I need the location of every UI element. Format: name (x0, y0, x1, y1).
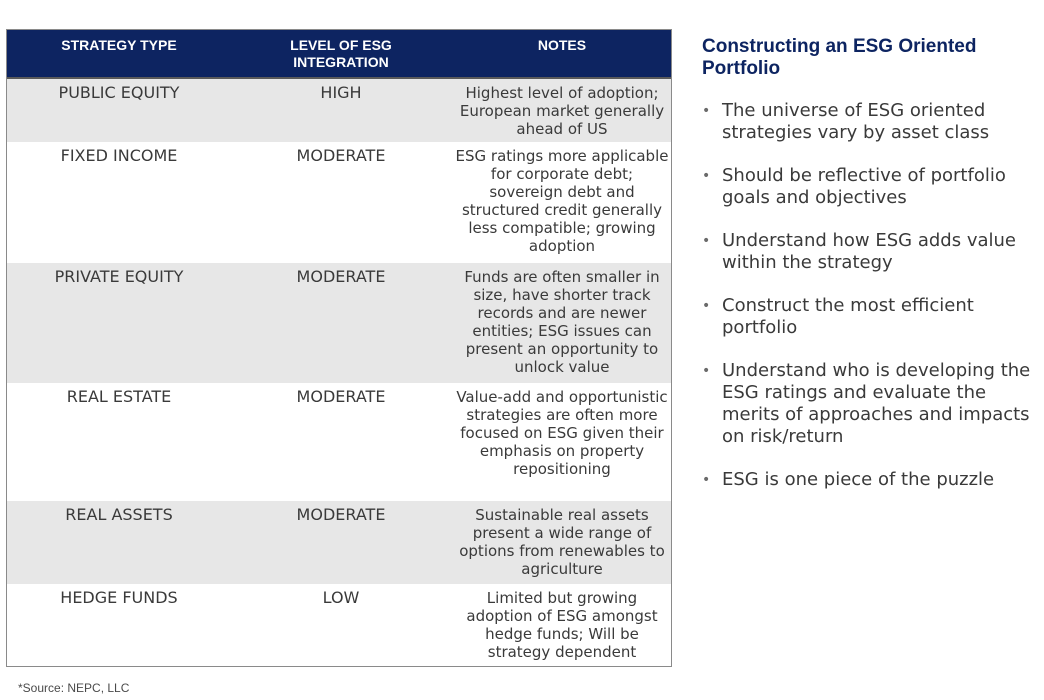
strategy-cell: FIXED INCOME (60, 146, 178, 165)
notes-cell: Highest level of adoption; European mark… (459, 84, 665, 138)
strategy-cell: REAL ESTATE (66, 387, 172, 406)
strategy-cell: HEDGE FUNDS (60, 588, 178, 607)
level-cell: MODERATE (296, 146, 386, 165)
strategy-cell: PUBLIC EQUITY (58, 83, 180, 102)
bullet-item: • Understand how ESG adds value within th… (702, 230, 1038, 274)
bullet-text: The universe of ESG oriented strategies … (722, 100, 990, 143)
table-row: FIXED INCOME MODERATE ESG ratings more a… (7, 142, 671, 263)
bullet-dot-icon: • (702, 363, 711, 379)
bullet-item: • Should be reflective of portfolio goals… (702, 165, 1038, 209)
bullet-dot-icon: • (702, 103, 711, 119)
table-row: REAL ASSETS MODERATE Sustainable real as… (7, 501, 671, 584)
header-esg-level-text: LEVEL OF ESG INTEGRATION (290, 37, 392, 70)
bullet-item: • The universe of ESG oriented strategies… (702, 100, 1038, 144)
notes-cell: Sustainable real assets present a wide r… (459, 506, 665, 578)
table-row: REAL ESTATE MODERATE Value-add and oppor… (7, 383, 671, 501)
strategy-cell: PRIVATE EQUITY (54, 267, 184, 286)
bullet-text: Construct the most efficient portfolio (722, 295, 974, 338)
esg-strategy-table: STRATEGY TYPE LEVEL OF ESG INTEGRATION N… (6, 29, 672, 667)
bullet-text: ESG is one piece of the puzzle (722, 469, 995, 490)
table-row: HEDGE FUNDS LOW Limited but growing adop… (7, 584, 671, 666)
header-strategy-type: STRATEGY TYPE (61, 37, 177, 53)
header-esg-level: LEVEL OF ESG INTEGRATION (231, 37, 451, 71)
table-row: PRIVATE EQUITY MODERATE Funds are often … (7, 263, 671, 383)
level-cell: MODERATE (296, 505, 386, 524)
bullet-dot-icon: • (702, 233, 711, 249)
bullet-dot-icon: • (702, 298, 711, 314)
notes-cell: Limited but growing adoption of ESG amon… (466, 589, 658, 661)
bullet-text: Understand how ESG adds value within the… (722, 230, 1016, 273)
level-cell: MODERATE (296, 387, 386, 406)
table-header: STRATEGY TYPE LEVEL OF ESG INTEGRATION N… (7, 30, 671, 79)
header-notes: NOTES (537, 37, 587, 53)
level-cell: LOW (322, 588, 360, 607)
notes-cell: Value-add and opportunistic strategies a… (456, 388, 668, 478)
bullet-list: • The universe of ESG oriented strategies… (702, 100, 1038, 512)
section-title: Constructing an ESG Oriented Portfolio (702, 36, 977, 79)
bullet-dot-icon: • (702, 168, 711, 184)
bullet-text: Understand who is developing the ESG rat… (722, 360, 1031, 447)
bullet-dot-icon: • (702, 472, 711, 488)
level-cell: MODERATE (296, 267, 386, 286)
source-footnote: *Source: NEPC, LLC (18, 681, 130, 695)
notes-cell: Funds are often smaller in size, have sh… (464, 268, 660, 376)
notes-cell: ESG ratings more applicable for corporat… (455, 147, 669, 255)
bullet-text: Should be reflective of portfolio goals … (722, 165, 1006, 208)
level-cell: HIGH (320, 83, 362, 102)
bullet-item: • Understand who is developing the ESG ra… (702, 360, 1038, 448)
table-row: PUBLIC EQUITY HIGH Highest level of adop… (7, 79, 671, 142)
bullet-item: • Construct the most efficient portfolio (702, 295, 1038, 339)
strategy-cell: REAL ASSETS (65, 505, 173, 524)
bullet-item: • ESG is one piece of the puzzle (702, 469, 1038, 491)
